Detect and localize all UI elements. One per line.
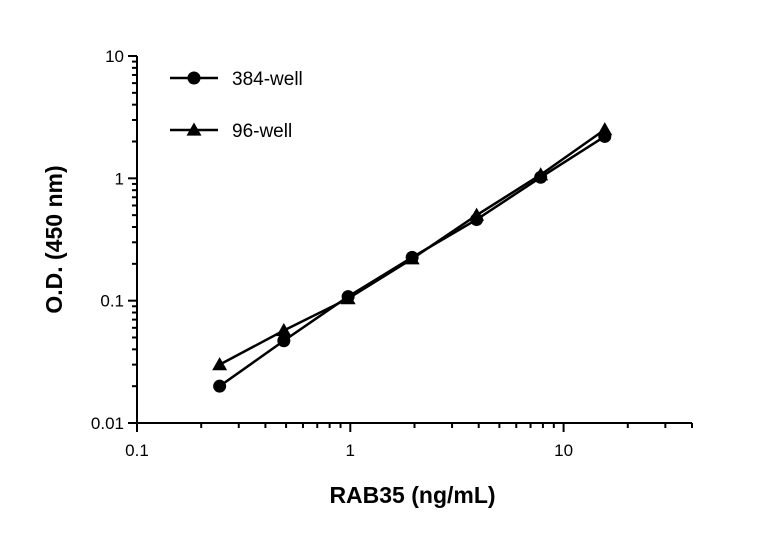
legend: 384-well 96-well (170, 69, 303, 142)
x-tick-label: 10 (554, 441, 573, 460)
data-point (340, 291, 356, 305)
y-tick-label: 0.1 (100, 292, 124, 311)
x-axis-title: RAB35 (ng/mL) (329, 482, 495, 508)
data-point (277, 334, 291, 348)
series-layer (212, 122, 613, 393)
data-point (276, 323, 292, 337)
legend-label: 384-well (232, 69, 303, 90)
legend-item: 384-well (170, 69, 303, 90)
x-tick-label: 1 (346, 441, 355, 460)
data-point (597, 122, 613, 136)
data-point (469, 207, 485, 221)
series-1 (212, 122, 613, 371)
data-point (213, 379, 227, 393)
legend-label: 96-well (232, 121, 292, 142)
data-point (404, 251, 420, 265)
legend-marker (186, 122, 202, 136)
data-point (212, 357, 228, 371)
y-axis-title: O.D. (450 nm) (41, 165, 67, 313)
legend-item: 96-well (170, 121, 292, 142)
y-tick-label: 10 (105, 47, 124, 66)
y-tick-label: 1 (115, 169, 124, 188)
legend-marker (187, 71, 201, 85)
y-tick-label: 0.01 (91, 414, 124, 433)
x-tick-label: 0.1 (125, 441, 149, 460)
data-point (533, 167, 549, 181)
series-line (219, 128, 606, 366)
